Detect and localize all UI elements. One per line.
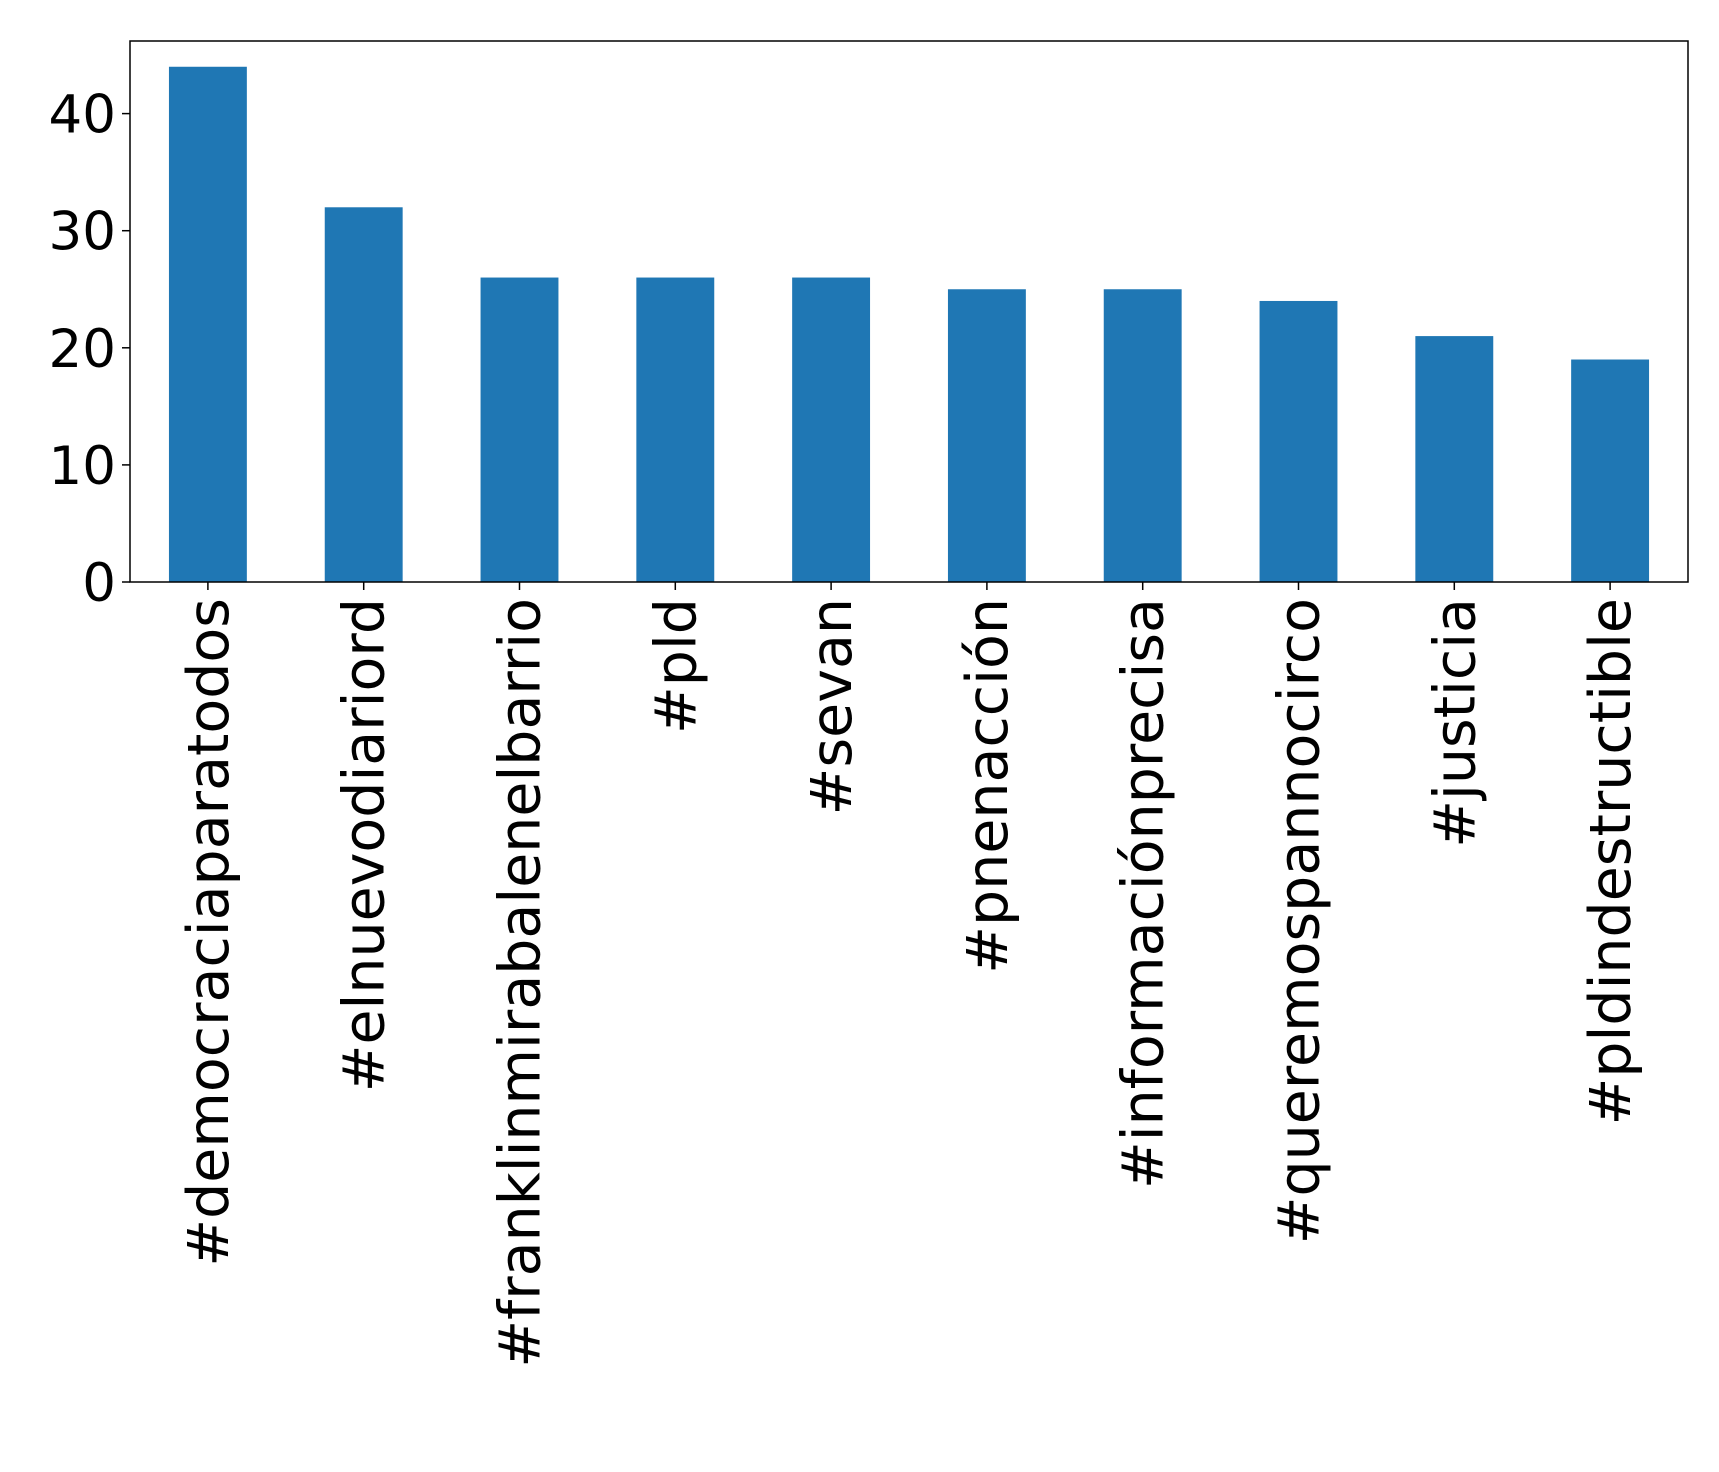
- y-tick-label: 20: [49, 319, 116, 380]
- bar: [1415, 336, 1494, 582]
- x-tick-label: #pldindestructible: [1578, 598, 1644, 1125]
- bar: [324, 207, 403, 583]
- bar: [480, 277, 559, 582]
- x-tick-label: #franklinmirabalenelbarrio: [488, 598, 554, 1368]
- bar: [1103, 289, 1182, 582]
- x-tick-label: #queremospannocirco: [1267, 598, 1333, 1244]
- y-tick-label: 30: [49, 202, 116, 263]
- bar: [168, 66, 247, 582]
- x-tick-label: #elnuevodiariord: [332, 598, 398, 1092]
- bar: [1571, 359, 1650, 582]
- plot-frame: [129, 40, 1689, 583]
- y-tick-label: 0: [82, 553, 116, 614]
- bar: [1259, 300, 1338, 582]
- bar: [792, 277, 871, 582]
- y-tick-label: 10: [49, 436, 116, 497]
- x-tick-label: #informaciónprecisa: [1111, 598, 1177, 1189]
- x-tick-label: #pnenacción: [955, 598, 1021, 974]
- x-tick-label: #justicia: [1422, 598, 1488, 848]
- bar: [947, 289, 1026, 582]
- bar: [636, 277, 715, 582]
- x-tick-label: #sevan: [799, 598, 865, 815]
- y-tick-label: 40: [49, 85, 116, 146]
- x-tick-label: #pld: [643, 598, 709, 734]
- x-tick-label: #democraciaparatodos: [176, 598, 242, 1267]
